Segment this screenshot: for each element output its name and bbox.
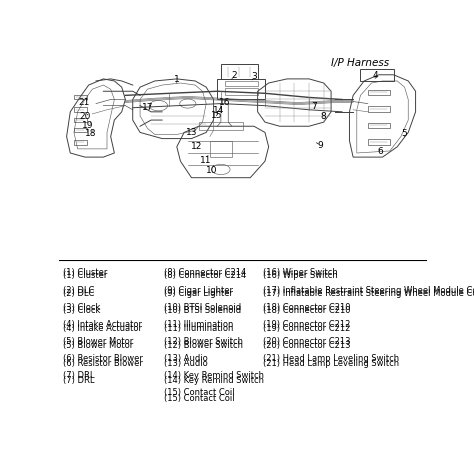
Text: (17) Inflatable Restraint Steering Wheel Module Coil: (17) Inflatable Restraint Steering Wheel… — [263, 285, 474, 294]
Text: (5) Blower Motor: (5) Blower Motor — [63, 336, 133, 345]
Bar — [210, 141, 232, 158]
Text: (8) Connector C214: (8) Connector C214 — [164, 268, 246, 277]
Text: (16) Wiper Switch: (16) Wiper Switch — [263, 268, 338, 277]
Bar — [368, 140, 390, 146]
Bar — [74, 141, 87, 146]
Text: 16: 16 — [219, 98, 230, 107]
Text: (5) Blower Motor: (5) Blower Motor — [63, 341, 133, 350]
Text: 18: 18 — [85, 129, 96, 138]
Text: (20) Connector C213: (20) Connector C213 — [263, 341, 351, 350]
Text: (14) Key Remind Switch: (14) Key Remind Switch — [164, 370, 264, 379]
Text: (10) BTSI Solenoid: (10) BTSI Solenoid — [164, 302, 241, 311]
Text: (6) Resistor Blower: (6) Resistor Blower — [63, 353, 143, 362]
Text: (2) DLC: (2) DLC — [63, 288, 94, 297]
Text: (20) Connector C213: (20) Connector C213 — [263, 336, 351, 345]
Text: 2: 2 — [231, 71, 237, 80]
Bar — [368, 90, 390, 96]
Text: (9) Cigar Lighter: (9) Cigar Lighter — [164, 288, 233, 297]
Text: (19) Connector C212: (19) Connector C212 — [263, 319, 350, 328]
Text: 19: 19 — [82, 120, 94, 129]
Bar — [368, 123, 390, 129]
Text: 14: 14 — [213, 106, 225, 115]
Text: (7) DRL: (7) DRL — [63, 375, 94, 385]
Text: (11) Illumination: (11) Illumination — [164, 323, 233, 332]
Text: 5: 5 — [401, 129, 408, 138]
Text: (17) Inflatable Restraint Steering Wheel Module Coil: (17) Inflatable Restraint Steering Wheel… — [263, 288, 474, 297]
Text: (8) Connector C214: (8) Connector C214 — [164, 271, 246, 280]
Text: 6: 6 — [378, 147, 383, 156]
Bar — [74, 108, 87, 112]
Text: (18) Connector C210: (18) Connector C210 — [263, 302, 351, 311]
Bar — [221, 65, 258, 80]
Text: 7: 7 — [312, 102, 318, 111]
Text: (21) Head Lamp Leveling Switch: (21) Head Lamp Leveling Switch — [263, 358, 399, 367]
Bar — [225, 82, 258, 87]
Text: 20: 20 — [79, 112, 91, 121]
Text: 4: 4 — [373, 71, 378, 80]
Bar — [360, 69, 393, 82]
Bar — [74, 129, 87, 133]
Text: (15) Contact Coil: (15) Contact Coil — [164, 387, 235, 396]
Text: (14) Key Remind Switch: (14) Key Remind Switch — [164, 375, 264, 385]
Text: 15: 15 — [211, 111, 222, 120]
Bar — [368, 107, 390, 112]
Text: 11: 11 — [201, 155, 212, 164]
Text: I/P Harness: I/P Harness — [331, 57, 390, 67]
Text: (4) Intake Actuator: (4) Intake Actuator — [63, 323, 142, 332]
Text: (10) BTSI Solenoid: (10) BTSI Solenoid — [164, 306, 241, 315]
Text: (15) Contact Coil: (15) Contact Coil — [164, 393, 235, 402]
Text: 12: 12 — [191, 142, 203, 151]
Text: (2) DLC: (2) DLC — [63, 285, 94, 294]
Text: 3: 3 — [251, 72, 257, 81]
Text: (19) Connector C212: (19) Connector C212 — [263, 323, 350, 332]
Text: (6) Resistor Blower: (6) Resistor Blower — [63, 358, 143, 367]
Text: 21: 21 — [79, 98, 90, 107]
Text: (9) Cigar Lighter: (9) Cigar Lighter — [164, 285, 233, 294]
Bar — [74, 96, 87, 100]
Bar — [225, 89, 258, 96]
Text: (3) Clock: (3) Clock — [63, 302, 100, 311]
Text: 10: 10 — [206, 166, 218, 174]
Text: 13: 13 — [186, 128, 197, 137]
Text: (1) Cluster: (1) Cluster — [63, 271, 107, 280]
Text: (13) Audio: (13) Audio — [164, 353, 208, 362]
Text: (13) Audio: (13) Audio — [164, 358, 208, 367]
Text: (7) DRL: (7) DRL — [63, 370, 94, 379]
Text: (4) Intake Actuator: (4) Intake Actuator — [63, 319, 142, 328]
Text: 1: 1 — [174, 75, 180, 84]
Text: 9: 9 — [317, 141, 323, 150]
Bar — [217, 80, 265, 100]
Text: 8: 8 — [321, 112, 327, 121]
Text: (18) Connector C210: (18) Connector C210 — [263, 306, 351, 315]
Bar — [74, 118, 87, 123]
Text: (3) Clock: (3) Clock — [63, 306, 100, 315]
Bar — [199, 123, 243, 131]
Text: (12) Blower Switch: (12) Blower Switch — [164, 336, 243, 345]
Text: (12) Blower Switch: (12) Blower Switch — [164, 341, 243, 350]
Text: (11) Illumination: (11) Illumination — [164, 319, 233, 328]
Text: 17: 17 — [142, 103, 153, 112]
Text: (16) Wiper Switch: (16) Wiper Switch — [263, 271, 338, 280]
Text: (1) Cluster: (1) Cluster — [63, 268, 107, 277]
Text: (21) Head Lamp Leveling Switch: (21) Head Lamp Leveling Switch — [263, 353, 399, 362]
